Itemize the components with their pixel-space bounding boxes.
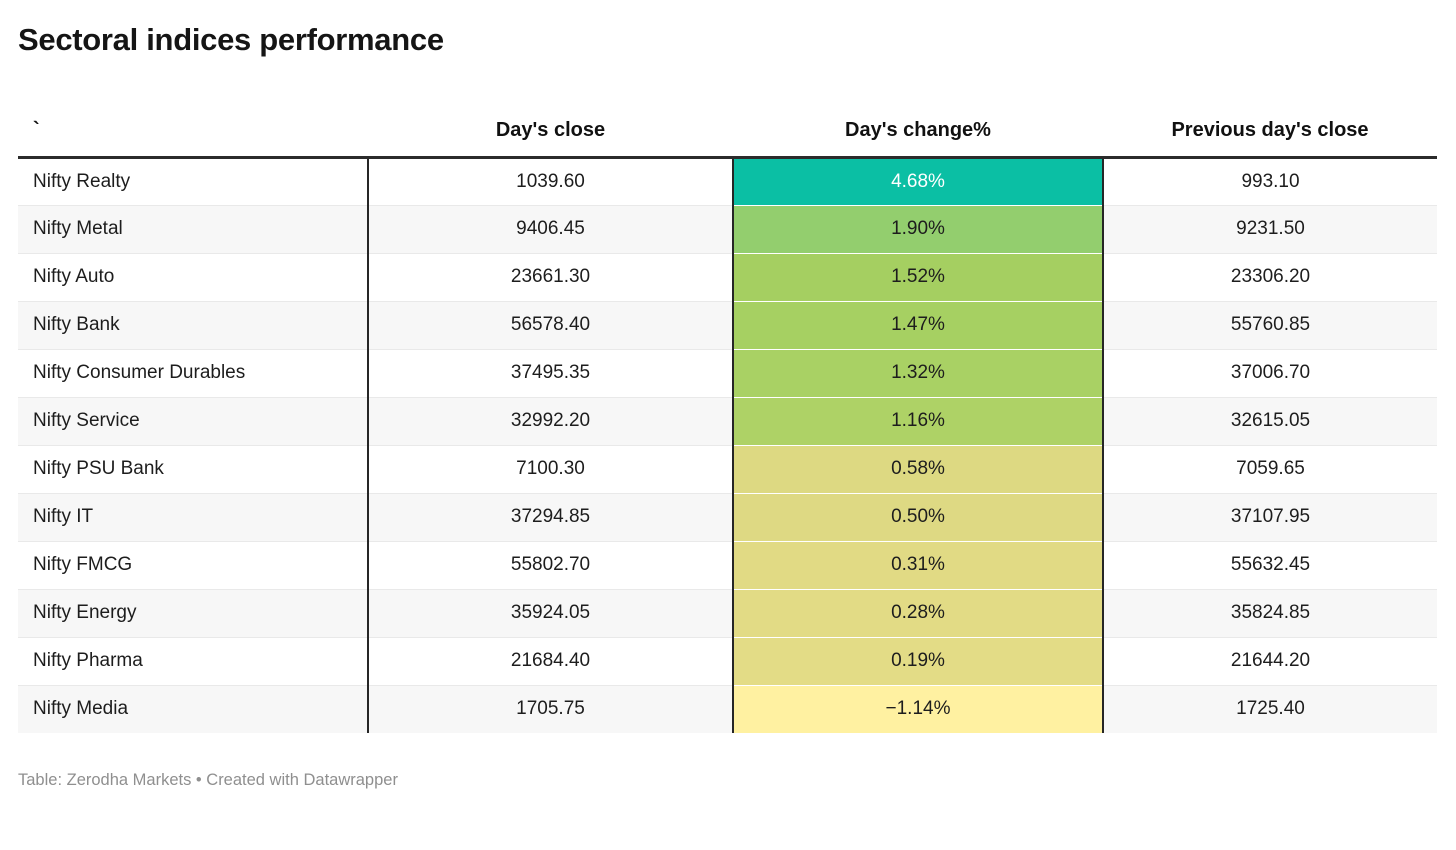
prev-close-cell: 1725.40 [1103,685,1437,733]
table-row: Nifty Energy 35924.05 0.28% 35824.85 [18,589,1437,638]
header-row: ` Day's close Day's change% Previous day… [18,105,1437,159]
index-name-cell: Nifty PSU Bank [18,445,369,494]
days-change-cell: 0.31% [733,541,1104,590]
days-close-cell: 21684.40 [368,637,734,686]
table-row: Nifty IT 37294.85 0.50% 37107.95 [18,493,1437,542]
days-change-cell: 0.28% [733,589,1104,638]
column-header-index-name: ` [18,105,368,159]
days-close-cell: 32992.20 [368,397,734,446]
column-header-days-close: Day's close [368,105,733,159]
table-row: Nifty Metal 9406.45 1.90% 9231.50 [18,205,1437,254]
days-close-cell: 7100.30 [368,445,734,494]
prev-close-cell: 55760.85 [1103,301,1437,350]
index-name-cell: Nifty Realty [18,157,369,206]
days-change-cell: 0.58% [733,445,1104,494]
index-name-cell: Nifty Consumer Durables [18,349,369,398]
table-row: Nifty FMCG 55802.70 0.31% 55632.45 [18,541,1437,590]
prev-close-cell: 55632.45 [1103,541,1437,590]
index-name-cell: Nifty Pharma [18,637,369,686]
prev-close-cell: 7059.65 [1103,445,1437,494]
attribution-footer: Table: Zerodha Markets • Created with Da… [18,771,398,789]
days-close-cell: 1705.75 [368,685,734,733]
days-change-cell: 1.47% [733,301,1104,350]
days-change-cell: 1.90% [733,205,1104,254]
prev-close-cell: 32615.05 [1103,397,1437,446]
prev-close-cell: 21644.20 [1103,637,1437,686]
index-name-cell: Nifty FMCG [18,541,369,590]
table-row: Nifty Bank 56578.40 1.47% 55760.85 [18,301,1437,350]
index-name-cell: Nifty IT [18,493,369,542]
page-title: Sectoral indices performance [18,22,444,57]
prev-close-cell: 23306.20 [1103,253,1437,302]
table-header: ` Day's close Day's change% Previous day… [18,105,1437,159]
index-name-cell: Nifty Bank [18,301,369,350]
days-change-cell: 1.52% [733,253,1104,302]
table-row: Nifty PSU Bank 7100.30 0.58% 7059.65 [18,445,1437,494]
index-name-cell: Nifty Media [18,685,369,733]
prev-close-cell: 9231.50 [1103,205,1437,254]
days-change-cell: 0.50% [733,493,1104,542]
sector-indices-table: ` Day's close Day's change% Previous day… [18,105,1437,733]
days-close-cell: 9406.45 [368,205,734,254]
table-row: Nifty Service 32992.20 1.16% 32615.05 [18,397,1437,446]
table-row: Nifty Pharma 21684.40 0.19% 21644.20 [18,637,1437,686]
table-row: Nifty Consumer Durables 37495.35 1.32% 3700… [18,349,1437,398]
prev-close-cell: 993.10 [1103,157,1437,206]
days-close-cell: 1039.60 [368,157,734,206]
days-change-cell: 1.16% [733,397,1104,446]
days-change-cell: 0.19% [733,637,1104,686]
table-row: Nifty Realty 1039.60 4.68% 993.10 [18,157,1437,206]
days-change-cell: −1.14% [733,685,1104,733]
column-header-previous-days-close: Previous day's close [1103,105,1437,159]
index-name-cell: Nifty Metal [18,205,369,254]
days-close-cell: 37495.35 [368,349,734,398]
days-change-cell: 4.68% [733,157,1104,206]
index-name-cell: Nifty Service [18,397,369,446]
days-close-cell: 56578.40 [368,301,734,350]
days-close-cell: 55802.70 [368,541,734,590]
table-row: Nifty Auto 23661.30 1.52% 23306.20 [18,253,1437,302]
index-name-cell: Nifty Energy [18,589,369,638]
table-body: Nifty Realty 1039.60 4.68% 993.10 Nifty Meta… [18,157,1437,733]
datawrapper-table-chart: Sectoral indices performance ` Day's clo… [0,22,1456,790]
table-row: Nifty Media 1705.75 −1.14% 1725.40 [18,685,1437,733]
prev-close-cell: 35824.85 [1103,589,1437,638]
days-change-cell: 1.32% [733,349,1104,398]
prev-close-cell: 37006.70 [1103,349,1437,398]
column-header-days-change: Day's change% [733,105,1103,159]
prev-close-cell: 37107.95 [1103,493,1437,542]
days-close-cell: 37294.85 [368,493,734,542]
index-name-cell: Nifty Auto [18,253,369,302]
days-close-cell: 35924.05 [368,589,734,638]
days-close-cell: 23661.30 [368,253,734,302]
